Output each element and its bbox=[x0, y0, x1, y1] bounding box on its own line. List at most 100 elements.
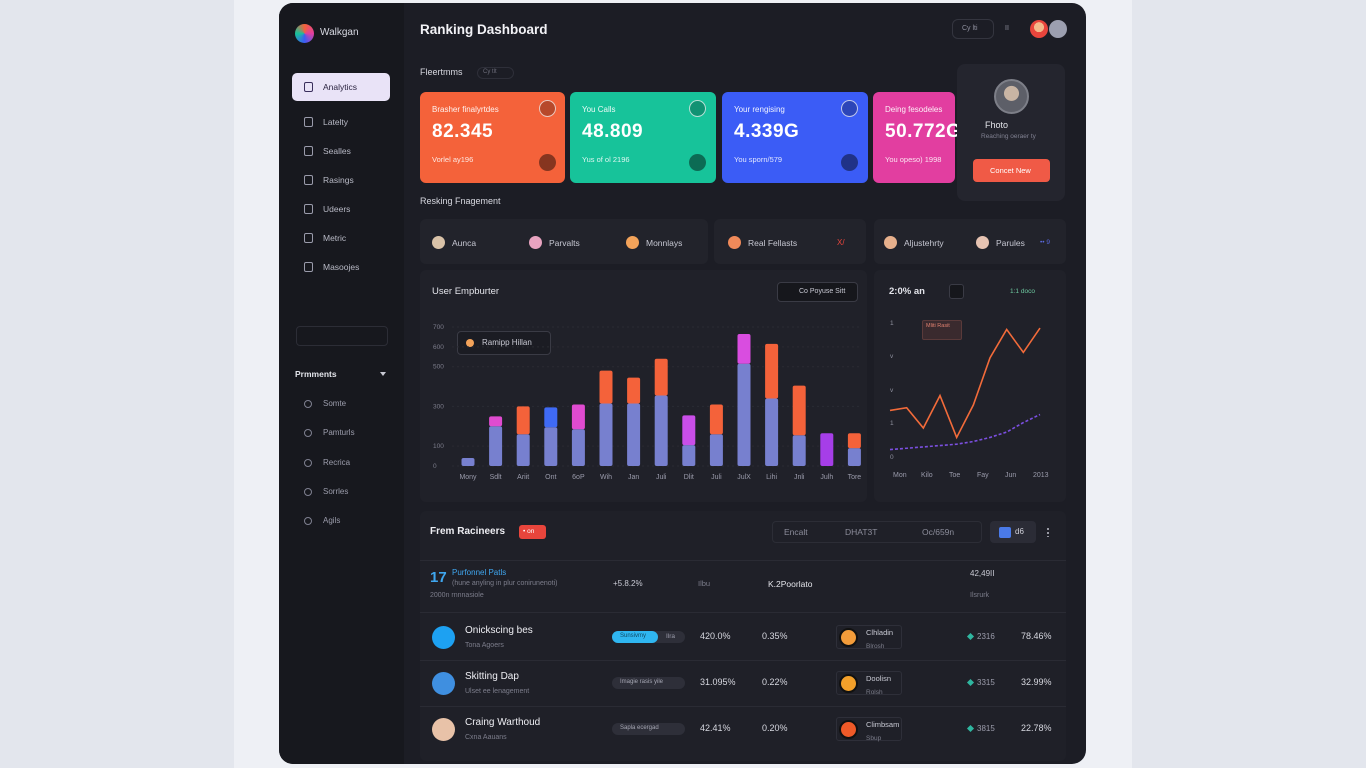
tab-badge: X/ bbox=[837, 238, 845, 248]
summary-desc: (hune anyling in plur conirunenoti) bbox=[452, 579, 558, 587]
chart-panel bbox=[420, 270, 867, 502]
card-icon bbox=[539, 100, 556, 117]
profile-button-text[interactable]: Concet New bbox=[990, 166, 1031, 176]
card-label: Deing fesodeles bbox=[885, 105, 943, 115]
row-count: 3815 bbox=[977, 724, 995, 734]
section-title: Fleertmms bbox=[420, 67, 463, 78]
card-value: 82.345 bbox=[432, 121, 494, 143]
tab[interactable]: Parvalts bbox=[549, 237, 580, 248]
tab[interactable]: Aljustehrty bbox=[904, 237, 944, 248]
tab[interactable]: Parules bbox=[996, 237, 1025, 248]
controls-box bbox=[772, 521, 982, 543]
nav-icon bbox=[304, 262, 313, 272]
summary-select[interactable]: K.2Poorlato bbox=[768, 578, 813, 589]
nav-icon bbox=[304, 204, 313, 214]
tab[interactable]: Real Fellasts bbox=[748, 237, 798, 248]
tab-icon bbox=[626, 236, 639, 249]
view-box[interactable] bbox=[990, 521, 1036, 543]
subnav-item[interactable]: Recrica bbox=[323, 458, 351, 468]
entity-name: Doolisn bbox=[866, 674, 892, 684]
tab-icon bbox=[728, 236, 741, 249]
card-icon bbox=[689, 100, 706, 117]
chart-panel bbox=[874, 270, 1066, 502]
card-sub: You sporn/579 bbox=[734, 155, 783, 165]
tabs-panel bbox=[420, 219, 708, 264]
card-icon bbox=[841, 100, 858, 117]
header-menu[interactable]: II bbox=[1005, 24, 1009, 32]
x-label: Fay bbox=[977, 471, 989, 479]
row-sub: Ulset ee lenagement bbox=[465, 687, 530, 695]
chart-control[interactable]: 1:1 doco bbox=[1010, 287, 1035, 295]
profile-name: Fhoto bbox=[985, 120, 1009, 131]
summary-index: 17 bbox=[430, 568, 447, 586]
control[interactable]: Oc/659n bbox=[922, 526, 955, 537]
brand-logo bbox=[295, 24, 314, 43]
x-label: 2013 bbox=[1033, 471, 1049, 479]
control[interactable]: Encalt bbox=[784, 526, 808, 537]
nav-icon bbox=[304, 175, 313, 185]
section-title: Resking Fnagement bbox=[420, 196, 501, 207]
add-button[interactable] bbox=[949, 284, 964, 299]
card-icon bbox=[841, 154, 858, 171]
nav-item[interactable]: Metric bbox=[323, 232, 347, 243]
tab[interactable]: Aunca bbox=[452, 237, 477, 248]
sidebar bbox=[279, 3, 404, 764]
row-pill: Sapla ecergad bbox=[620, 725, 659, 732]
nav-item[interactable]: Masoojes bbox=[323, 261, 360, 272]
table-title: Frem Racineers bbox=[430, 525, 506, 537]
row-icon bbox=[432, 626, 455, 649]
chart-title: User Empburter bbox=[432, 286, 500, 298]
entity-icon bbox=[839, 628, 858, 647]
nav-icon bbox=[304, 146, 313, 156]
row-share: 22.78% bbox=[1021, 723, 1052, 734]
entity-sub: Sbup bbox=[866, 734, 882, 742]
summary-change: +5.8.2% bbox=[613, 579, 643, 589]
avatar[interactable] bbox=[1049, 20, 1067, 38]
view-icon bbox=[999, 527, 1011, 538]
legend-swatch bbox=[466, 339, 474, 347]
row-pill-box bbox=[612, 677, 685, 689]
chart-button[interactable]: Co Poyuse Sitt bbox=[799, 287, 846, 295]
y-label: 1 bbox=[890, 319, 894, 327]
avatar[interactable] bbox=[1030, 20, 1048, 38]
card-label: You Calls bbox=[582, 105, 616, 115]
entity-icon bbox=[839, 674, 858, 693]
row-pill-box bbox=[612, 723, 685, 735]
section-label[interactable]: Prmments bbox=[295, 368, 337, 379]
control[interactable]: DHAT3T bbox=[845, 526, 878, 537]
row-rate: 0.20% bbox=[762, 723, 788, 734]
nav-item[interactable]: Analytics bbox=[323, 81, 358, 92]
profile-button[interactable] bbox=[973, 159, 1050, 182]
tab[interactable]: Monnlays bbox=[646, 237, 683, 248]
tab-icon bbox=[432, 236, 445, 249]
row-pill-fill bbox=[612, 631, 658, 643]
profile-avatar bbox=[994, 79, 1029, 114]
view-label[interactable]: d6 bbox=[1015, 527, 1024, 537]
card-sub: You opeso) 1998 bbox=[885, 155, 942, 165]
subnav-item[interactable]: Agils bbox=[323, 516, 341, 526]
chart-button-box[interactable] bbox=[777, 282, 858, 302]
nav-item[interactable]: Sealles bbox=[323, 145, 351, 156]
summary-total-sub: Ilsrurk bbox=[970, 591, 990, 599]
section-tag: Cy tlt bbox=[483, 69, 497, 76]
caret-shape bbox=[380, 372, 386, 376]
nav-icon bbox=[304, 82, 313, 92]
nav-item[interactable]: Udeers bbox=[323, 203, 351, 214]
entity-sub: Rolsh bbox=[866, 688, 883, 696]
header-pill-text[interactable]: Cy lti bbox=[962, 24, 978, 32]
row-share: 78.46% bbox=[1021, 631, 1052, 642]
toolbar bbox=[296, 326, 388, 346]
row-pill: Sunsivmy bbox=[620, 633, 647, 640]
summary-row bbox=[420, 560, 1066, 613]
subnav-item[interactable]: Pamturls bbox=[323, 428, 355, 438]
subnav-item[interactable]: Sorrles bbox=[323, 487, 349, 497]
annotation: Mliti Rasit bbox=[926, 322, 950, 329]
subnav-item[interactable]: Somte bbox=[323, 399, 347, 409]
nav-item[interactable]: Latelty bbox=[323, 116, 349, 127]
stat-card[interactable] bbox=[873, 92, 955, 183]
nav-active[interactable] bbox=[292, 73, 390, 101]
y-label: v bbox=[890, 353, 894, 361]
entity-sub: Blrosh bbox=[866, 642, 885, 650]
row-divider bbox=[420, 706, 1066, 707]
nav-item[interactable]: Rasings bbox=[323, 174, 354, 185]
